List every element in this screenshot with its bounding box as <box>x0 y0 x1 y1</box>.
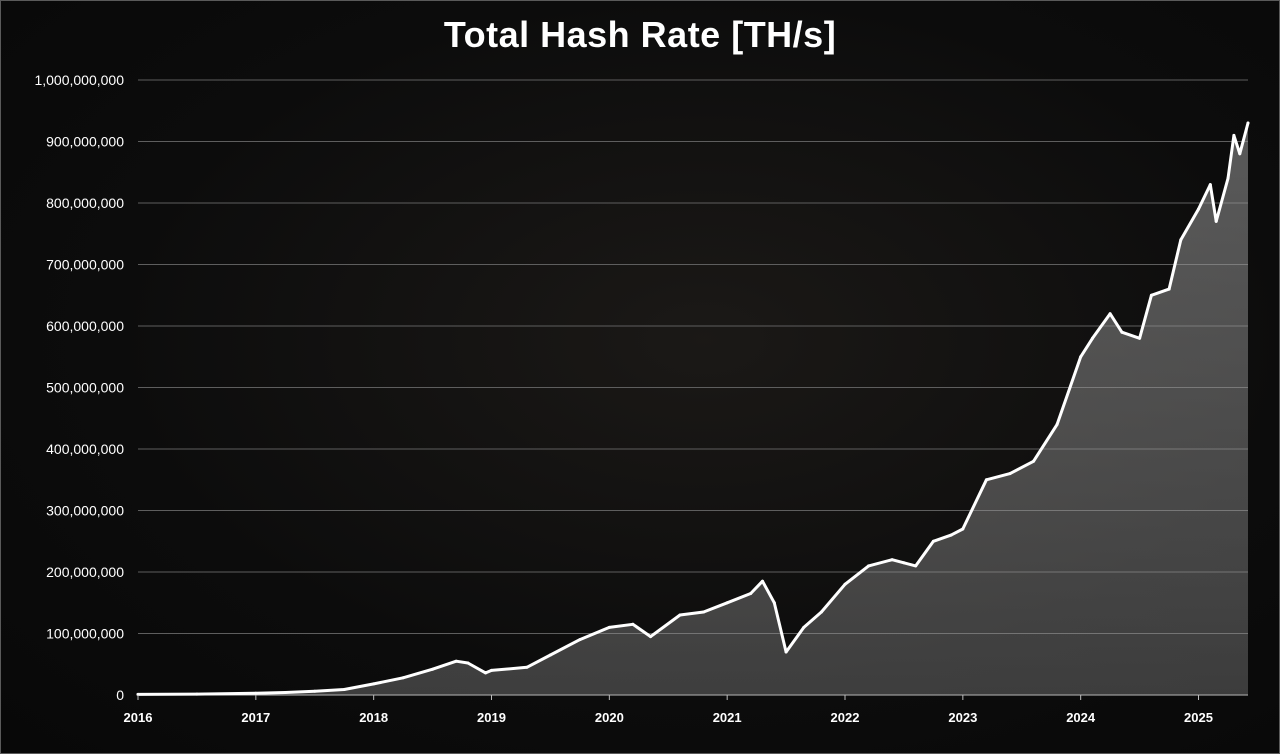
data-point <box>902 561 906 565</box>
area-layer <box>136 121 1250 696</box>
data-point <box>283 691 287 694</box>
data-point <box>843 582 847 586</box>
data-point <box>1208 183 1212 187</box>
y-tick-label: 500,000,000 <box>46 380 124 396</box>
x-tick-label: 2019 <box>477 710 506 725</box>
x-tick-label: 2020 <box>595 710 624 725</box>
data-point <box>867 564 871 568</box>
y-tick-label: 1,000,000,000 <box>34 72 124 88</box>
data-point <box>607 625 611 629</box>
data-point <box>1120 330 1124 334</box>
data-point <box>401 676 405 680</box>
x-tick-label: 2018 <box>359 710 388 725</box>
data-point <box>784 650 788 654</box>
x-tick-label: 2025 <box>1184 710 1213 725</box>
data-point <box>1226 176 1230 180</box>
y-tick-label: 700,000,000 <box>46 257 124 273</box>
chart-title: Total Hash Rate [TH/s] <box>443 14 837 55</box>
data-point <box>1079 355 1083 359</box>
y-tick-label: 300,000,000 <box>46 503 124 519</box>
data-point <box>548 653 552 657</box>
data-point <box>372 682 376 686</box>
data-point <box>749 592 753 595</box>
data-point <box>484 671 488 675</box>
data-point <box>342 688 346 691</box>
data-point <box>1091 336 1094 340</box>
data-point <box>631 622 635 626</box>
data-point <box>254 691 258 695</box>
y-tick-label: 100,000,000 <box>46 626 124 642</box>
data-point <box>931 539 935 543</box>
y-tick-label: 900,000,000 <box>46 134 124 150</box>
series-area <box>138 123 1248 695</box>
data-point <box>466 661 470 665</box>
data-point <box>1108 312 1112 316</box>
y-tick-label: 0 <box>116 687 124 703</box>
data-point <box>490 668 493 672</box>
data-point <box>984 478 988 482</box>
data-point <box>1179 238 1183 242</box>
data-point <box>1238 152 1242 156</box>
data-point <box>802 625 806 629</box>
data-point <box>761 579 764 583</box>
data-point <box>578 638 582 642</box>
data-point <box>819 610 823 614</box>
data-point <box>1197 207 1200 211</box>
data-point <box>1214 219 1218 223</box>
x-tick-label: 2023 <box>948 710 977 725</box>
data-point <box>725 601 729 605</box>
data-point <box>1167 287 1171 291</box>
y-tick-label: 400,000,000 <box>46 441 124 457</box>
data-point <box>949 533 953 537</box>
x-tick-label: 2021 <box>713 710 742 725</box>
data-point <box>454 659 458 663</box>
data-point <box>649 635 653 639</box>
x-tick-label: 2024 <box>1066 710 1096 725</box>
data-point <box>136 692 140 696</box>
y-tick-label: 600,000,000 <box>46 318 124 334</box>
data-point <box>772 601 776 605</box>
data-point <box>1232 133 1236 137</box>
data-point <box>702 610 706 614</box>
data-point <box>1008 472 1012 476</box>
data-point <box>1032 459 1035 463</box>
data-point <box>914 564 918 568</box>
x-tick-label: 2022 <box>831 710 860 725</box>
y-tick-label: 800,000,000 <box>46 195 124 211</box>
data-point <box>1055 422 1059 426</box>
data-point <box>1149 293 1153 297</box>
x-tick-label: 2017 <box>241 710 270 725</box>
y-tick-label: 200,000,000 <box>46 564 124 580</box>
data-point <box>1138 336 1142 340</box>
data-point <box>431 667 435 671</box>
data-point <box>678 613 682 617</box>
data-point <box>195 692 199 696</box>
y-axis-ticks: 0 100,000,000 200,000,000 300,000,000 400,00… <box>34 72 124 703</box>
data-point <box>890 558 894 562</box>
data-point <box>525 665 529 669</box>
x-tick-label: 2016 <box>124 710 153 725</box>
data-point <box>1246 121 1250 125</box>
data-point <box>961 527 965 531</box>
x-axis-ticks: 2016 2017 2018 2019 2020 2021 2022 2023 2024 2025 <box>124 695 1213 725</box>
data-point <box>313 689 317 693</box>
